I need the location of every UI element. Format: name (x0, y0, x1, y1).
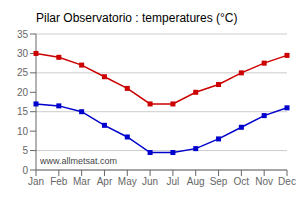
svg-text:Dec: Dec (278, 176, 296, 187)
svg-text:0: 0 (22, 165, 28, 176)
svg-text:Oct: Oct (234, 176, 250, 187)
svg-text:15: 15 (17, 106, 29, 117)
svg-text:Apr: Apr (97, 176, 113, 187)
html-text:Pilar Observatorio : temperatu: Pilar Observatorio : temperatures (°C) (36, 11, 238, 25)
svg-text:Sep: Sep (210, 176, 228, 187)
svg-text:30: 30 (17, 48, 29, 59)
svg-text:Jan: Jan (28, 176, 44, 187)
svg-text:Mar: Mar (73, 176, 91, 187)
svg-text:Feb: Feb (50, 176, 68, 187)
svg-text:5: 5 (22, 145, 28, 156)
svg-text:Jul: Jul (167, 176, 180, 187)
svg-text:20: 20 (17, 87, 29, 98)
svg-text:Jun: Jun (142, 176, 158, 187)
html-text:www.allmetsat.com: www.allmetsat.com (40, 156, 117, 166)
svg-text:Nov: Nov (255, 176, 273, 187)
svg-text:Aug: Aug (187, 176, 205, 187)
svg-text:May: May (118, 176, 137, 187)
svg-text:25: 25 (17, 67, 29, 78)
svg-text:35: 35 (17, 29, 29, 40)
svg-text:10: 10 (17, 126, 29, 137)
